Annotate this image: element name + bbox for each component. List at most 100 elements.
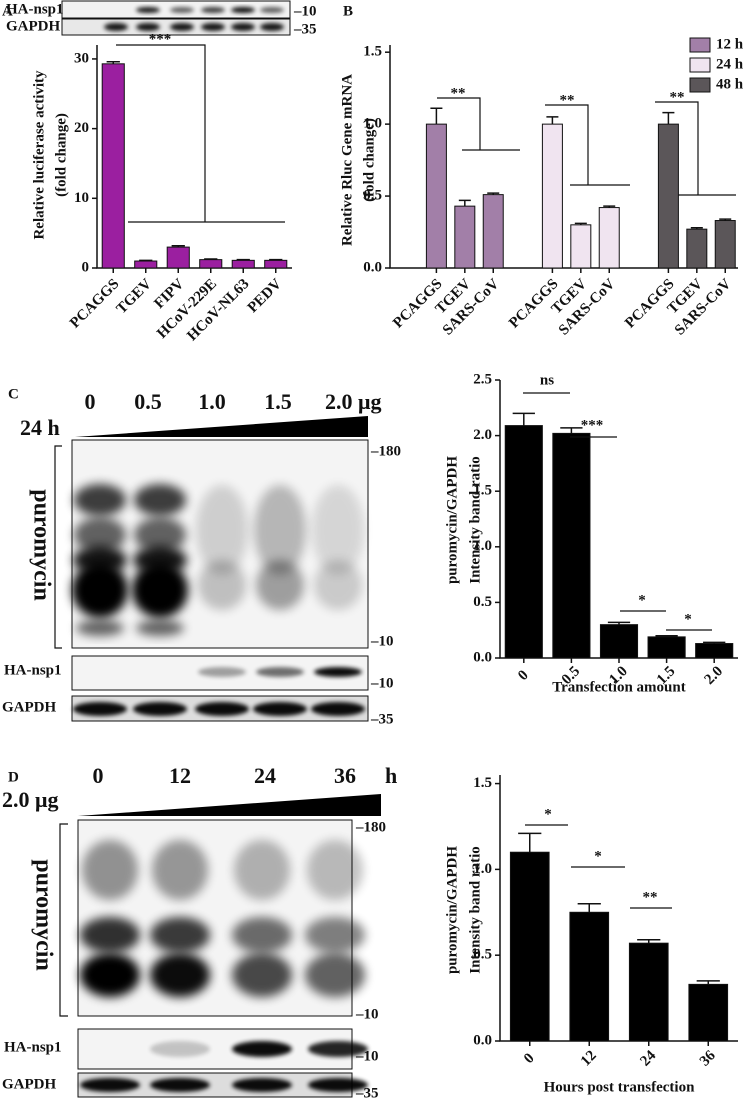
band (231, 23, 255, 31)
legend-swatch (689, 37, 711, 53)
y-tick-label: 0.5 (363, 188, 382, 204)
band (253, 702, 307, 716)
wedge (75, 416, 368, 437)
error-bar (430, 107, 443, 125)
blots: HA-nsp1 GAPDH –10 –35 0 0.5 1.0 1.5 2.0 … (2, 0, 401, 1101)
band (260, 23, 284, 31)
legend-label: 12 h (716, 36, 744, 52)
lane-label: 24 (254, 763, 276, 788)
band (80, 1078, 140, 1092)
legend-label: 48 h (716, 76, 744, 92)
panel-letter: B (343, 3, 353, 19)
bar (482, 194, 504, 269)
band (104, 23, 128, 31)
error-bar (662, 111, 675, 125)
error-bar (171, 244, 185, 248)
band (308, 1078, 368, 1092)
y-tick-label: 0.5 (473, 947, 492, 963)
bar (264, 259, 288, 269)
panel-letter: C (8, 386, 19, 402)
error-bar (512, 412, 535, 426)
lane-label: 1.0 (198, 389, 226, 414)
lane-label: 36 (334, 763, 356, 788)
x-tick-label: 0 (521, 1050, 538, 1067)
y-tick-label: 0.0 (363, 259, 382, 275)
significance-label: * (638, 592, 646, 608)
bar (504, 425, 543, 659)
bar (570, 224, 592, 269)
marker: –10 (293, 3, 317, 19)
significance-label: ns (540, 372, 554, 388)
band (80, 953, 140, 997)
band (150, 917, 210, 953)
lane-label: 0 (85, 389, 96, 414)
x-tick-label: TGEV (114, 276, 155, 317)
y-axis-label: Intensity band ratio (467, 456, 483, 584)
bar (628, 942, 669, 1042)
bar (541, 123, 563, 269)
significance-label: ** (451, 85, 466, 101)
y-tick-label: 1.0 (473, 861, 492, 877)
error-bar (690, 226, 703, 230)
band (232, 953, 292, 997)
lane-label: 0.5 (134, 389, 162, 414)
y-tick-label: 2.0 (473, 427, 492, 443)
bar (569, 911, 610, 1042)
bracket (59, 823, 68, 1017)
lane-label: 12 (169, 763, 191, 788)
marker: –180 (355, 819, 386, 835)
panel-letter: D (8, 769, 19, 785)
band (73, 702, 127, 716)
x-tick-label: PCAGGS (67, 276, 123, 332)
y-tick-label: 0.0 (473, 649, 492, 665)
y-tick-label: 1.0 (363, 116, 382, 132)
row-label: HA-nsp1 (4, 662, 62, 678)
band (201, 23, 225, 31)
y-axis-label: (fold change) (361, 118, 377, 202)
y-axis-label: (fold change) (53, 113, 69, 197)
error-bar (696, 980, 720, 985)
error-bar (719, 218, 732, 221)
blot-box (77, 1028, 353, 1070)
error-bar (106, 60, 120, 64)
band (232, 917, 292, 953)
marker: –10 (370, 633, 394, 649)
row-label: GAPDH (6, 18, 60, 34)
band (307, 840, 363, 900)
significance-bracket (545, 104, 630, 186)
error-bar (607, 621, 631, 625)
bar (552, 432, 591, 659)
y-tick-label: 0.5 (473, 594, 492, 610)
band (152, 840, 208, 900)
band (256, 560, 304, 610)
row-label: puromycin (28, 489, 54, 601)
y-tick-label: 0 (82, 259, 90, 275)
band (170, 23, 194, 31)
band (136, 23, 160, 31)
band (76, 620, 124, 636)
band (150, 1078, 210, 1092)
bar (199, 259, 223, 269)
error-bar (603, 205, 616, 208)
band (195, 702, 249, 716)
unit: h (385, 763, 397, 788)
band (132, 562, 188, 618)
error-bar (236, 258, 250, 261)
x-tick-label: 36 (697, 1047, 719, 1069)
marker: –35 (293, 21, 317, 37)
band (74, 484, 126, 516)
bracket (54, 445, 62, 649)
x-axis-label: Hours post transfection (544, 1079, 695, 1095)
error-bar (637, 938, 661, 944)
condition: 24 h (20, 415, 60, 440)
band (254, 485, 306, 575)
significance-bracket (116, 44, 285, 223)
x-tick-label: 12 (578, 1048, 600, 1070)
significance-label: ** (560, 92, 575, 108)
y-tick-label: 1.5 (473, 775, 492, 791)
bar (688, 983, 729, 1042)
error-bar (577, 902, 601, 913)
row-label: HA-nsp1 (6, 1, 64, 17)
bar (166, 246, 190, 269)
